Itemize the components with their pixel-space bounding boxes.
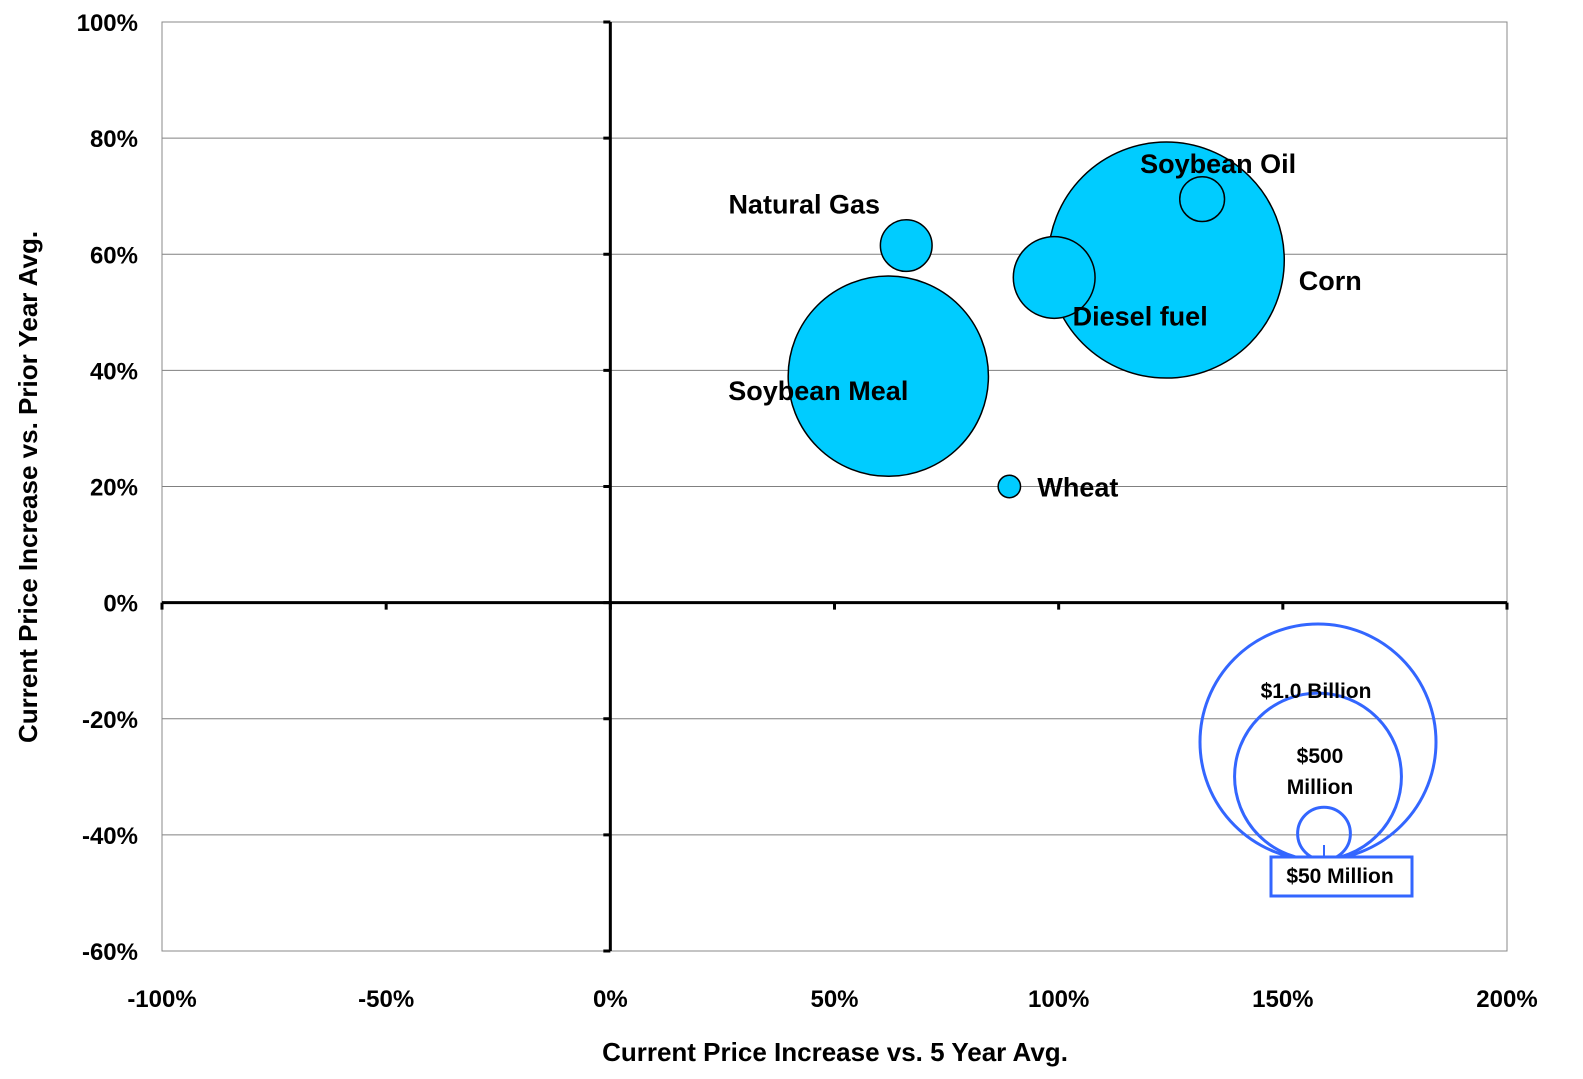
x-tick-label: 50% — [810, 986, 858, 1013]
y-tick-label: 60% — [90, 242, 138, 269]
x-axis-title: Current Price Increase vs. 5 Year Avg. — [602, 1037, 1068, 1067]
x-tick-label: 100% — [1028, 986, 1089, 1013]
grid-layer — [162, 21, 1507, 952]
y-tick-label: 80% — [90, 126, 138, 153]
y-tick-label: -40% — [82, 823, 138, 850]
y-tick-label: 40% — [90, 358, 138, 385]
bubble-label-layer: Corn Soybean Meal Diesel fuel Natural Gas So… — [728, 149, 1361, 502]
x-tick-label: -100% — [127, 986, 196, 1013]
legend-label-medium: Million — [1287, 776, 1354, 799]
legend-circle-0 — [1198, 622, 1438, 862]
y-axis-title: Current Price Increase vs. Prior Year Av… — [13, 231, 43, 743]
tick-label-layer: -100% -50% 0% 50% 100% 150% 200% 100% 80% 60% 40% 2… — [77, 10, 1538, 1013]
bubble-label-natural-gas: Natural Gas — [728, 190, 880, 220]
y-tick-label: 20% — [90, 475, 138, 502]
bubble-soybean-meal — [787, 275, 990, 478]
bubble-soybean-oil — [1178, 175, 1226, 223]
bubble-label-corn: Corn — [1299, 266, 1362, 296]
bubble-layer — [787, 141, 1286, 499]
bubble-label-soybean-oil: Soybean Oil — [1140, 149, 1296, 179]
x-tick-label: 0% — [593, 986, 628, 1013]
bubble-label-soybean-meal: Soybean Meal — [728, 376, 908, 406]
y-tick-label: -20% — [82, 707, 138, 734]
legend-label-small: $50 Million — [1286, 865, 1393, 888]
y-tick-label: 0% — [103, 591, 138, 618]
legend-label-large: $1.0 Billion — [1261, 680, 1372, 703]
bubble-diesel-fuel — [1012, 235, 1096, 320]
y-tick-label: 100% — [77, 10, 138, 37]
legend-label-medium: $500 — [1297, 745, 1344, 768]
legend-label-box — [1269, 855, 1414, 898]
x-tick-label: 200% — [1476, 986, 1537, 1013]
axes-layer — [160, 20, 1509, 953]
bubble-wheat — [997, 474, 1022, 499]
x-tick-label: 150% — [1252, 986, 1313, 1013]
x-tick-label: -50% — [358, 986, 414, 1013]
bubble-label-wheat: Wheat — [1037, 473, 1118, 503]
plot-area-border — [161, 21, 1508, 952]
bubble-natural-gas — [879, 218, 933, 273]
bubble-label-diesel-fuel: Diesel fuel — [1073, 301, 1208, 331]
size-legend: $1.0 Billion $500 Million $50 Million — [1198, 622, 1438, 898]
y-tick-label: -60% — [82, 939, 138, 966]
